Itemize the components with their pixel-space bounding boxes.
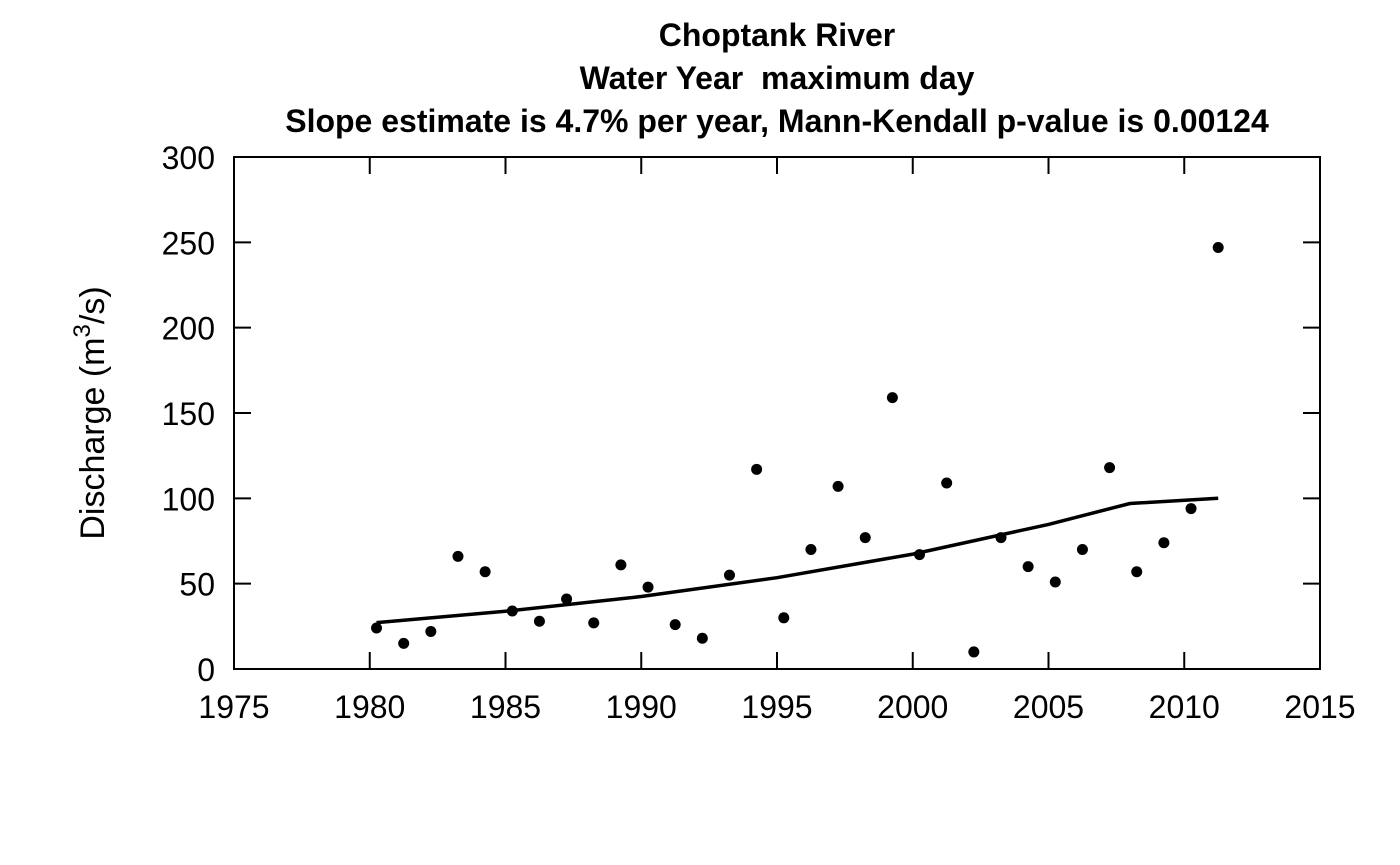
x-tick-label: 1985 <box>470 689 541 725</box>
x-tick-label: 2005 <box>1013 689 1084 725</box>
y-axis-label-superscript: 3 <box>69 324 96 337</box>
data-point <box>968 646 980 658</box>
data-point <box>1104 462 1116 474</box>
data-point <box>561 593 573 605</box>
data-point <box>642 581 654 593</box>
data-point <box>805 544 817 556</box>
x-tick-label: 2015 <box>1284 689 1355 725</box>
y-axis: 0 50 100 150 200 250 300 <box>162 140 1320 688</box>
data-point <box>398 637 410 649</box>
data-point <box>588 617 600 629</box>
data-point <box>1185 503 1197 515</box>
trend-line <box>376 496 1219 625</box>
data-points <box>371 241 1224 658</box>
data-point <box>778 612 790 624</box>
data-point <box>371 622 383 634</box>
data-point <box>1158 537 1170 549</box>
data-point <box>723 569 735 581</box>
x-tick-label: 2010 <box>1149 689 1220 725</box>
y-axis-label-unit: /s) <box>74 286 112 324</box>
y-tick-label: 50 <box>179 567 215 603</box>
data-point <box>533 615 545 627</box>
x-tick-label: 2000 <box>877 689 948 725</box>
x-tick-label: 1975 <box>198 689 269 725</box>
data-point <box>479 566 491 578</box>
data-point <box>615 559 627 571</box>
y-tick-label: 200 <box>162 311 215 347</box>
x-tick-label: 1990 <box>606 689 677 725</box>
plot-frame <box>233 156 1321 670</box>
data-point <box>941 477 953 489</box>
x-tick-label: 1980 <box>334 689 405 725</box>
y-tick-label: 0 <box>197 652 215 688</box>
y-axis-label-text: Discharge (m <box>74 337 112 539</box>
chart-title: Choptank River <box>658 17 896 53</box>
x-axis: 1975 1980 1985 1990 1995 2000 2005 2010 2015 <box>198 157 1356 725</box>
data-point <box>452 550 464 562</box>
data-point <box>751 463 763 475</box>
y-tick-label: 100 <box>162 481 215 517</box>
y-axis-label: Discharge (m3/s) <box>69 286 112 539</box>
data-point <box>696 632 708 644</box>
data-point <box>886 392 898 404</box>
chart-subtitle: Water Year maximum day <box>579 60 975 96</box>
data-point <box>1022 561 1034 573</box>
data-point <box>1131 566 1143 578</box>
data-point <box>859 532 871 544</box>
x-tick-label: 1995 <box>741 689 812 725</box>
chart-titles: Choptank River Water Year maximum day Sl… <box>234 14 1320 143</box>
data-point <box>669 619 681 631</box>
y-tick-label: 150 <box>162 396 215 432</box>
data-point <box>425 625 437 637</box>
data-point <box>1076 544 1088 556</box>
y-tick-label: 300 <box>162 140 215 176</box>
y-tick-label: 250 <box>162 225 215 261</box>
chart-subtitle-stats: Slope estimate is 4.7% per year, Mann-Ke… <box>285 103 1269 139</box>
data-point <box>832 480 844 492</box>
data-point <box>1212 241 1224 253</box>
trend-line-group <box>376 496 1219 625</box>
data-point <box>1049 576 1061 588</box>
